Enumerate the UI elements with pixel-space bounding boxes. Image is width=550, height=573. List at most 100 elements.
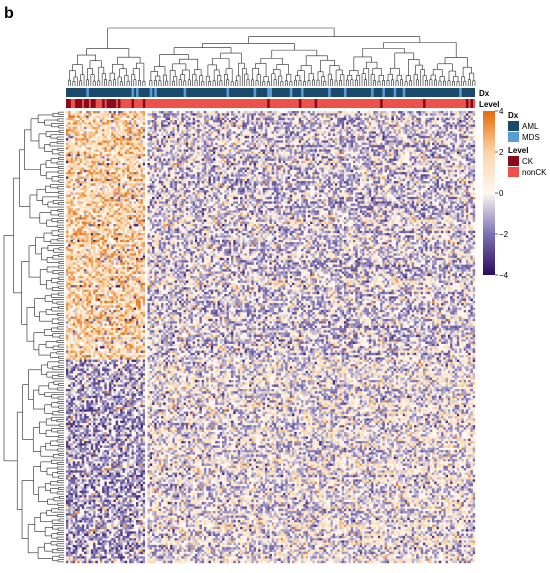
heatmap-cell [186,172,188,174]
heatmap-cell [84,163,86,165]
heatmap-cell [86,174,88,176]
heatmap-cell [118,140,120,142]
heatmap-cell [380,138,382,140]
heatmap-cell [131,122,133,124]
heatmap-cell [412,134,414,136]
heatmap-cell [376,116,378,118]
heatmap-cell [409,154,411,156]
heatmap-cell [292,147,294,149]
heatmap-cell [396,161,398,163]
heatmap-cell [102,140,104,142]
heatmap-cell [346,127,348,129]
heatmap-cell [364,172,366,174]
heatmap-cell [398,111,400,113]
heatmap-cell [127,174,129,176]
heatmap-cell [204,127,206,129]
heatmap-cell [220,127,222,129]
heatmap-cell [376,161,378,163]
heatmap-cell [301,172,303,174]
heatmap-cell [335,122,337,124]
heatmap-cell [290,149,292,151]
heatmap-cell [423,127,425,129]
heatmap-cell [351,172,353,174]
level-ck-mark [102,99,105,108]
heatmap-cell [297,149,299,151]
heatmap-cell [443,140,445,142]
heatmap-cell [125,149,127,151]
heatmap-cell [218,136,220,138]
heatmap-cell [369,120,371,122]
heatmap-cell [120,111,122,113]
heatmap-cell [319,165,321,167]
heatmap-cell [430,138,432,140]
level-ck-mark [143,99,146,108]
heatmap-cell [129,172,131,174]
heatmap-cell [353,156,355,158]
heatmap-cell [328,120,330,122]
heatmap-cell [267,152,269,154]
heatmap-cell [77,131,79,133]
heatmap-cell [394,163,396,165]
heatmap-cell [448,147,450,149]
heatmap-cell [254,168,256,170]
heatmap-cell [312,127,314,129]
heatmap-cell [86,152,88,154]
heatmap-cell [428,131,430,133]
heatmap-cell [127,136,129,138]
heatmap-cell [131,174,133,176]
heatmap-cell [141,149,143,151]
heatmap-cell [195,145,197,147]
heatmap-cell [382,147,384,149]
heatmap-cell [236,138,238,140]
heatmap-cell [276,145,278,147]
heatmap-cell [301,125,303,127]
heatmap-cell [283,118,285,120]
heatmap-cell [122,134,124,136]
heatmap-cell [432,165,434,167]
heatmap-cell [127,152,129,154]
heatmap-cell [152,113,154,115]
heatmap-cell [111,145,113,147]
heatmap-cell [299,154,301,156]
heatmap-cell [461,125,463,127]
heatmap-cell [412,111,414,113]
heatmap-cell [267,165,269,167]
heatmap-cell [134,138,136,140]
heatmap-cell [148,122,150,124]
heatmap-cell [416,134,418,136]
heatmap-cell [303,129,305,131]
heatmap-cell [373,127,375,129]
heatmap-cell [432,152,434,154]
heatmap-cell [254,170,256,172]
heatmap-cell [220,147,222,149]
heatmap-cell [154,134,156,136]
heatmap-cell [339,143,341,145]
heatmap-cell [229,134,231,136]
heatmap-cell [131,147,133,149]
heatmap-cell [227,125,229,127]
heatmap-cell [242,149,244,151]
heatmap-cell [276,129,278,131]
heatmap-cell [290,122,292,124]
heatmap-cell [364,129,366,131]
heatmap-cell [430,127,432,129]
heatmap-cell [351,134,353,136]
heatmap-cell [150,165,152,167]
heatmap-cell [113,161,115,163]
heatmap-cell [324,140,326,142]
heatmap-cell [161,149,163,151]
heatmap-cell [421,113,423,115]
heatmap-cell [378,172,380,174]
heatmap-cell [274,168,276,170]
heatmap-cell [93,127,95,129]
heatmap-cell [274,154,276,156]
heatmap-cell [202,152,204,154]
heatmap-cell [245,134,247,136]
heatmap-cell [294,152,296,154]
heatmap-cell [202,149,204,151]
heatmap-cell [419,149,421,151]
heatmap-cell [337,145,339,147]
heatmap-cell [459,145,461,147]
heatmap-cell [224,129,226,131]
heatmap-cell [233,168,235,170]
